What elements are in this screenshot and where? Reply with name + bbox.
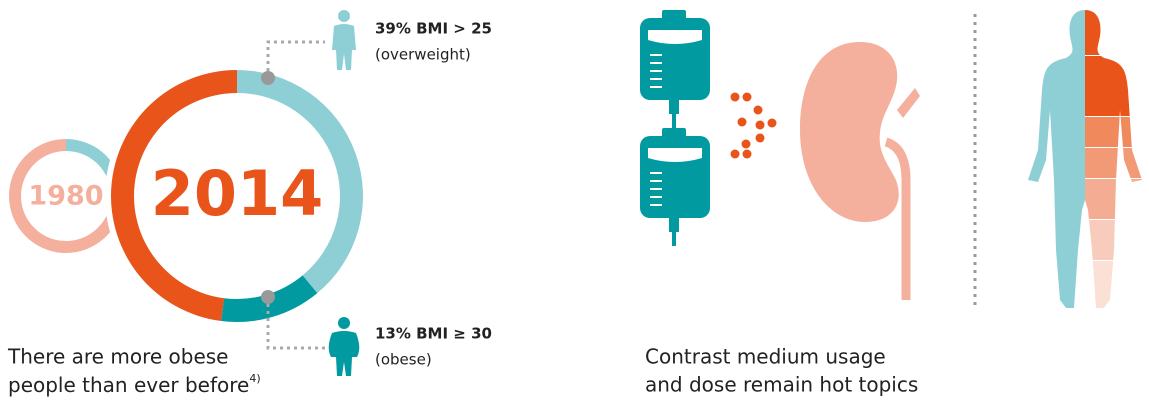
body-figure (1020, 0, 1149, 321)
caption-line: people than ever before4) (8, 372, 261, 397)
legend-note: (obese) (375, 351, 432, 369)
infographic: 1980 2014 39% BMI > 25 (overweight) 13% … (0, 0, 1149, 401)
caption-line: There are more obese (7, 345, 228, 369)
caption-text: people than ever before (8, 373, 249, 397)
caption-line: Contrast medium usage (645, 345, 886, 369)
footnote: 4) (249, 372, 260, 385)
leader-dot (261, 71, 275, 85)
iv-bags (640, 10, 710, 246)
legend-label: 13% BMI ≥ 30 (375, 325, 492, 343)
icon-obese (329, 317, 360, 376)
legend-label: 39% BMI > 25 (375, 20, 492, 38)
page: {"obesity": { "donut_1980": {"label": "1… (0, 0, 1149, 401)
icon-overweight (332, 10, 356, 70)
leader-dot (261, 290, 275, 304)
year-1980: 1980 (28, 181, 103, 212)
year-2014: 2014 (151, 157, 324, 230)
legend-note: (overweight) (375, 46, 471, 64)
kidney (800, 42, 920, 300)
caption-line: and dose remain hot topics (645, 373, 918, 397)
contrast-dots (731, 93, 777, 159)
